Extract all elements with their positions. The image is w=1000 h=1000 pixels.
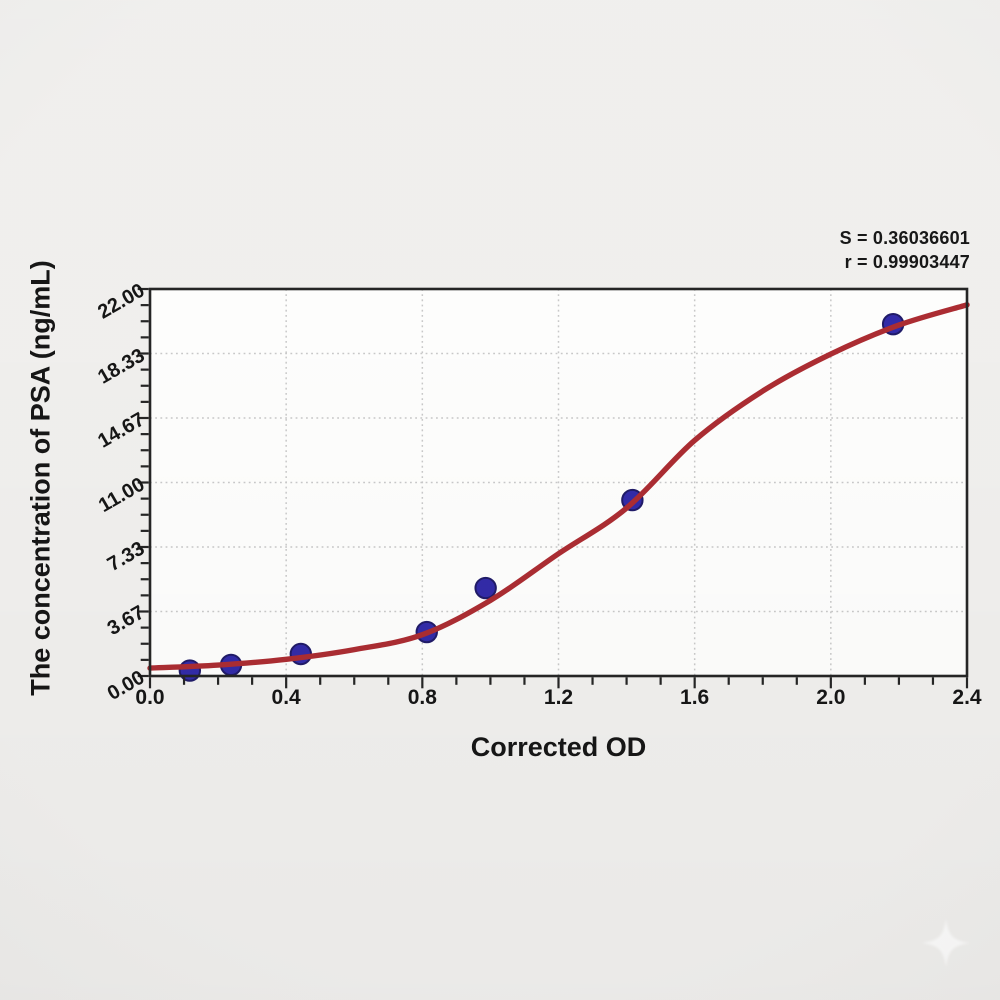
x-tick-label: 0.0 [135, 686, 165, 709]
plot-border [148, 287, 969, 678]
x-tick-label: 1.6 [680, 686, 710, 709]
x-tick-label: 2.0 [816, 686, 846, 709]
x-tick-label: 1.2 [543, 686, 574, 709]
x-tick-label: 0.4 [271, 686, 301, 709]
x-tick-label: 0.8 [407, 686, 437, 709]
fit-s-value: S = 0.36036601 [839, 228, 970, 248]
gridlines [150, 289, 967, 676]
x-axis-title: Corrected OD [470, 732, 647, 762]
y-axis-title-text: The concentration of PSA (ng/mL) [25, 260, 56, 696]
sparkle-watermark-icon [922, 919, 970, 967]
fit-statistics: S = 0.36036601 r = 0.99903447 [840, 226, 970, 274]
standard-point [178, 659, 202, 682]
axis-ticks [137, 287, 969, 689]
x-tick-label: 2.4 [952, 686, 982, 709]
standard-point [474, 576, 497, 600]
fit-r-value: r = 0.99903447 [844, 252, 970, 272]
fit-curve [147, 302, 970, 671]
